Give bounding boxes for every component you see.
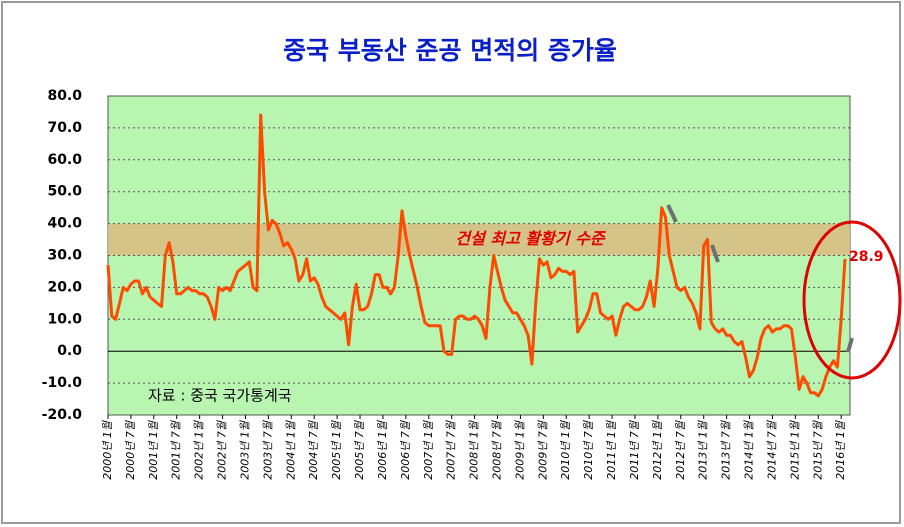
y-tick-label: 50.0 bbox=[47, 184, 82, 200]
x-tick-label: 2004년 7월 bbox=[307, 420, 320, 480]
y-tick-label: 20.0 bbox=[47, 279, 82, 295]
x-tick-label: 2002년 1월 bbox=[193, 420, 206, 480]
arrow bbox=[846, 337, 854, 353]
x-tick-label: 2015년 1월 bbox=[788, 420, 801, 480]
y-tick-label: 60.0 bbox=[47, 152, 82, 168]
x-tick-label: 2005년 7월 bbox=[353, 420, 366, 480]
x-tick-label: 2009년 7월 bbox=[536, 420, 549, 480]
x-tick-label: 2001년 7월 bbox=[170, 420, 183, 480]
x-tick-label: 2013년 1월 bbox=[697, 420, 710, 480]
data-label: 28.9 bbox=[849, 249, 884, 265]
y-tick-label: 70.0 bbox=[47, 120, 82, 136]
x-tick-label: 2010년 7월 bbox=[582, 420, 595, 480]
band-label: 건설 최고 활황기 수준 bbox=[455, 229, 606, 248]
x-tick-label: 2008년 1월 bbox=[468, 420, 481, 480]
x-tick-label: 2011년 1월 bbox=[605, 420, 618, 480]
y-tick-label: 30.0 bbox=[47, 248, 82, 264]
source-note: 자료 : 중국 국가통계국 bbox=[148, 387, 292, 405]
x-tick-label: 2006년 7월 bbox=[399, 420, 412, 480]
y-tick-label: -20.0 bbox=[42, 407, 83, 423]
x-tick-label: 2009년 1월 bbox=[513, 420, 526, 480]
x-tick-label: 2012년 7월 bbox=[674, 420, 687, 480]
y-tick-label: 0.0 bbox=[57, 343, 82, 359]
x-tick-label: 2016년 1월 bbox=[834, 420, 847, 480]
y-tick-label: 80.0 bbox=[47, 88, 82, 104]
x-tick-label: 2011년 7월 bbox=[628, 420, 641, 480]
line bbox=[106, 113, 847, 398]
highlight-band bbox=[108, 223, 850, 256]
x-tick-label: 2004년 1월 bbox=[284, 420, 297, 480]
chart-title: 중국 부동산 준공 면적의 증가율 bbox=[283, 36, 617, 65]
x-tick-label: 2000년 1월 bbox=[101, 420, 114, 480]
y-tick-label: 10.0 bbox=[47, 311, 82, 327]
x-tick-label: 2012년 1월 bbox=[651, 420, 664, 480]
arrow bbox=[666, 204, 678, 223]
x-tick-label: 2006년 1월 bbox=[376, 420, 389, 480]
x-tick-label: 2000년 7월 bbox=[124, 420, 137, 480]
x-tick-label: 2008년 7월 bbox=[491, 420, 504, 480]
x-tick-label: 2007년 1월 bbox=[422, 420, 435, 480]
arrow bbox=[710, 244, 720, 263]
x-tick-label: 2007년 7월 bbox=[445, 420, 458, 480]
highlight-circle bbox=[802, 220, 902, 380]
x-tick-label: 2014년 1월 bbox=[743, 420, 756, 480]
x-tick-label: 2002년 7월 bbox=[216, 420, 229, 480]
x-tick-label: 2010년 1월 bbox=[559, 420, 572, 480]
x-tick-label: 2003년 1월 bbox=[238, 420, 251, 480]
x-tick-label: 2003년 7월 bbox=[261, 420, 274, 480]
y-tick-label: 40.0 bbox=[47, 216, 82, 232]
y-tick-label: -10.0 bbox=[42, 375, 83, 391]
x-tick-label: 2001년 1월 bbox=[147, 420, 160, 480]
x-tick-label: 2014년 7월 bbox=[765, 420, 778, 480]
x-tick-label: 2005년 1월 bbox=[330, 420, 343, 480]
x-tick-label: 2013년 7월 bbox=[720, 420, 733, 480]
x-tick-label: 2015년 7월 bbox=[811, 420, 824, 480]
